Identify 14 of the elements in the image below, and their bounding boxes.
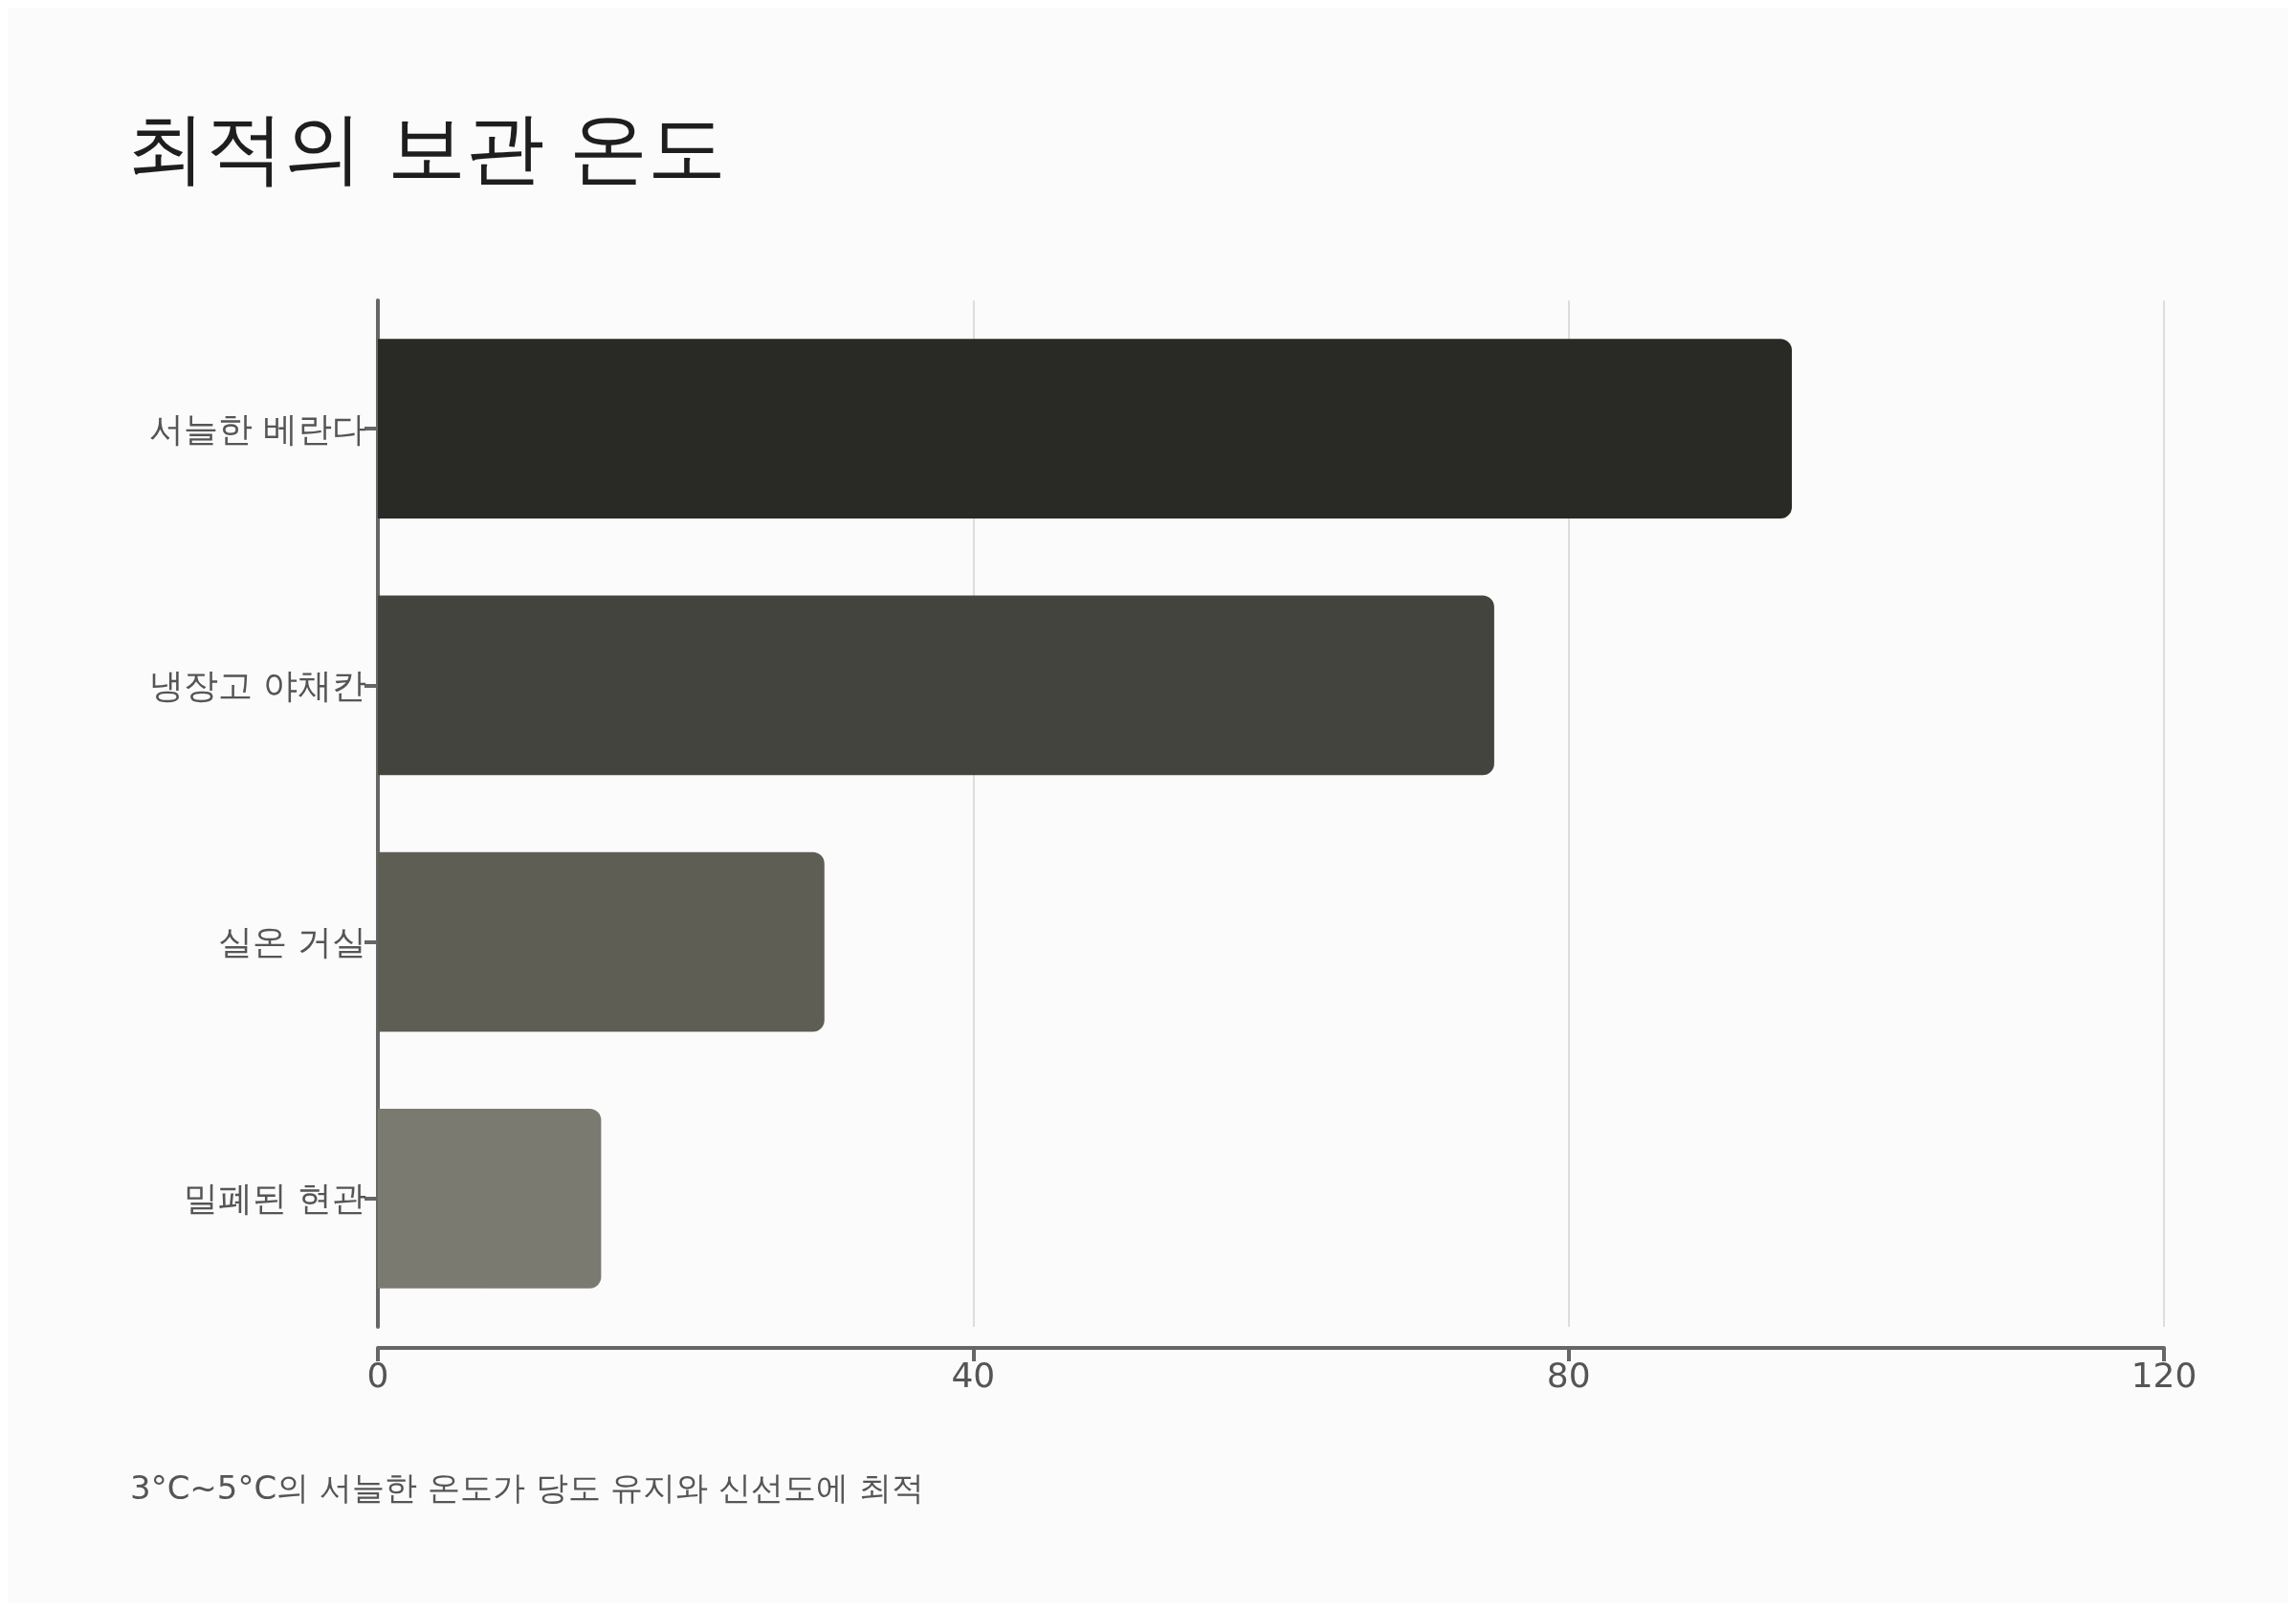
- bar: [378, 851, 825, 1032]
- x-tick-label: 40: [951, 1355, 996, 1395]
- y-tick-label: 밀폐된 현관: [183, 1179, 366, 1219]
- bar: [378, 339, 1793, 519]
- x-tick-label: 0: [366, 1355, 389, 1395]
- bar: [378, 595, 1494, 776]
- y-tick-label: 실온 거실: [217, 922, 366, 962]
- bar: [378, 1108, 602, 1289]
- x-tick-label: 80: [1546, 1355, 1591, 1395]
- y-tick-label: 냉장고 야채칸: [148, 665, 366, 705]
- text: 3°C~5°C의 서늘한 온도가 당도 유지와 신선도에 최적: [130, 1468, 925, 1507]
- chart-title: 최적의 보관 온도: [127, 101, 727, 193]
- y-tick-label: 서늘한 베란다: [148, 408, 366, 449]
- x-tick-label: 120: [2130, 1355, 2197, 1395]
